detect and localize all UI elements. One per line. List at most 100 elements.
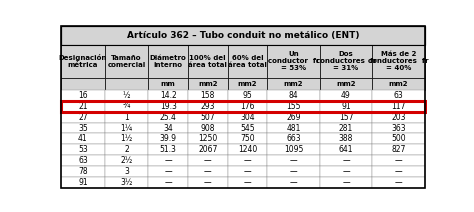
Bar [228, 90, 267, 101]
Bar [267, 144, 319, 155]
Bar [228, 101, 267, 112]
Bar [372, 133, 425, 144]
Text: 304: 304 [240, 113, 255, 122]
Text: 641: 641 [339, 145, 353, 154]
Text: 750: 750 [240, 134, 255, 143]
Bar [372, 90, 425, 101]
Text: 908: 908 [201, 124, 215, 132]
Bar [61, 112, 105, 123]
Bar [319, 166, 372, 177]
Bar [61, 78, 105, 90]
Bar [61, 123, 105, 133]
Text: 269: 269 [286, 113, 301, 122]
Text: Un
conductor  fr
= 53%: Un conductor fr = 53% [268, 51, 319, 71]
Text: —: — [164, 156, 172, 165]
Text: mm: mm [161, 81, 175, 87]
Text: mm2: mm2 [237, 81, 257, 87]
Text: 39.9: 39.9 [160, 134, 177, 143]
Text: 2½: 2½ [120, 156, 133, 165]
Bar [148, 112, 188, 123]
Text: —: — [395, 156, 402, 165]
Bar [319, 144, 372, 155]
Text: 35: 35 [78, 124, 88, 132]
Bar [148, 133, 188, 144]
Bar [188, 177, 228, 188]
Text: —: — [204, 167, 211, 176]
Bar [228, 78, 267, 90]
Bar [61, 26, 425, 45]
Text: 1¼: 1¼ [120, 124, 133, 132]
Text: 281: 281 [339, 124, 353, 132]
Bar [267, 123, 319, 133]
Bar [188, 90, 228, 101]
Text: 507: 507 [201, 113, 215, 122]
Bar [319, 101, 372, 112]
Bar [372, 101, 425, 112]
Text: 158: 158 [201, 91, 215, 100]
Bar [267, 166, 319, 177]
Text: 27: 27 [78, 113, 88, 122]
Text: —: — [164, 178, 172, 187]
Text: Designación
métrica: Designación métrica [59, 54, 107, 68]
Bar [228, 155, 267, 166]
Text: —: — [342, 156, 350, 165]
Text: 176: 176 [240, 102, 255, 111]
Text: 21: 21 [78, 102, 88, 111]
Text: 91: 91 [78, 178, 88, 187]
Text: —: — [204, 178, 211, 187]
Bar [267, 45, 319, 78]
Text: Más de 2
conductores  fr
= 40%: Más de 2 conductores fr = 40% [368, 51, 429, 71]
Text: 3: 3 [124, 167, 129, 176]
Text: mm2: mm2 [336, 81, 356, 87]
Bar [105, 177, 148, 188]
Bar [61, 133, 105, 144]
Text: 91: 91 [341, 102, 351, 111]
Text: 2: 2 [124, 145, 129, 154]
Text: 14.2: 14.2 [160, 91, 176, 100]
Bar [228, 45, 267, 78]
Bar [148, 90, 188, 101]
Text: 481: 481 [286, 124, 301, 132]
Text: 293: 293 [201, 102, 215, 111]
Text: ½: ½ [123, 91, 130, 100]
Text: —: — [244, 178, 251, 187]
Text: 117: 117 [392, 102, 406, 111]
Text: mm2: mm2 [389, 81, 408, 87]
Text: 60% del
área total: 60% del área total [228, 55, 267, 68]
Text: 663: 663 [286, 134, 301, 143]
Bar [267, 112, 319, 123]
Bar [188, 78, 228, 90]
Bar [372, 155, 425, 166]
Text: 203: 203 [391, 113, 406, 122]
Text: 41: 41 [78, 134, 88, 143]
Text: 63: 63 [78, 156, 88, 165]
Bar [105, 144, 148, 155]
Bar [148, 155, 188, 166]
Text: 3½: 3½ [120, 178, 133, 187]
Text: —: — [290, 178, 297, 187]
Text: 545: 545 [240, 124, 255, 132]
Bar [267, 101, 319, 112]
Text: 100% del
área total: 100% del área total [188, 55, 227, 68]
Text: —: — [395, 167, 402, 176]
Text: 16: 16 [78, 91, 88, 100]
Bar [188, 112, 228, 123]
Bar [105, 155, 148, 166]
Text: 51.3: 51.3 [160, 145, 177, 154]
Bar [61, 45, 105, 78]
Text: mm2: mm2 [283, 81, 303, 87]
Text: 388: 388 [339, 134, 353, 143]
Bar [267, 90, 319, 101]
Bar [319, 90, 372, 101]
Bar [61, 90, 105, 101]
Bar [61, 26, 425, 45]
Text: 34: 34 [164, 124, 173, 132]
Bar [228, 144, 267, 155]
Bar [188, 123, 228, 133]
Bar [148, 166, 188, 177]
Bar [267, 177, 319, 188]
Bar [105, 78, 148, 90]
Text: 157: 157 [339, 113, 353, 122]
Bar [105, 123, 148, 133]
Bar [188, 144, 228, 155]
